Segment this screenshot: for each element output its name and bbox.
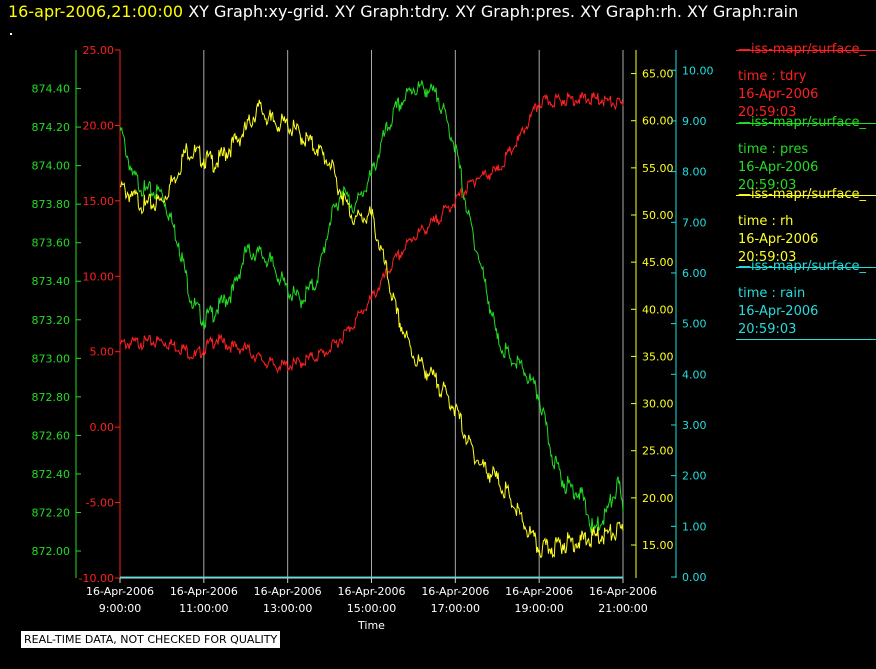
legend-time: 20:59:03 <box>738 322 797 337</box>
legend-separator <box>736 50 876 51</box>
tdry-tick-label: -10.00 <box>79 572 114 585</box>
legend-source: —iss-mapr/surface_ <box>738 115 867 130</box>
rh-tick-label: 40.00 <box>642 303 674 316</box>
rh-tick-label: 20.00 <box>642 492 674 505</box>
legend-date: 16-Apr-2006 <box>738 87 819 102</box>
legend-date: 16-Apr-2006 <box>738 232 819 247</box>
rain-tick-label: 7.00 <box>682 216 707 229</box>
legend-source: —iss-mapr/surface_ <box>738 259 867 274</box>
legend-separator <box>736 123 876 124</box>
x-tick-label-date: 16-Apr-2006 <box>421 585 489 598</box>
xy-chart: 874.40 874.20 874.00 873.80 873.60 873.40 873.… <box>32 44 714 632</box>
tdry-tick-label: 15.00 <box>83 195 115 208</box>
legend-time: 20:59:03 <box>738 178 797 193</box>
rain-tick-label: 8.00 <box>682 166 707 179</box>
x-axis-title: Time <box>357 619 385 632</box>
rh-tick-label: 15.00 <box>642 539 674 552</box>
pres-tick-label: 874.40 <box>32 83 71 96</box>
legend-source: —iss-mapr/surface_ <box>738 42 867 57</box>
tdry-tick-label: -5.00 <box>86 497 114 510</box>
rain-tick-label: 5.00 <box>682 318 707 331</box>
rh-tick-label: 35.00 <box>642 350 674 363</box>
tdry-tick-label: 0.00 <box>90 421 115 434</box>
tdry-tick-label: 25.00 <box>83 44 115 57</box>
pres-tick-label: 873.00 <box>32 352 71 365</box>
tdry-tick-label: 20.00 <box>83 119 115 132</box>
pres-series-line <box>119 80 624 533</box>
rh-tick-label: 50.00 <box>642 209 674 222</box>
quality-disclaimer: REAL-TIME DATA, NOT CHECKED FOR QUALITY <box>21 631 281 648</box>
x-tick-label-date: 16-Apr-2006 <box>254 585 322 598</box>
x-tick-label-time: 11:00:00 <box>179 602 228 615</box>
legend-separator <box>736 195 876 196</box>
x-tick-label-time: 19:00:00 <box>514 602 563 615</box>
pres-tick-label: 873.40 <box>32 275 71 288</box>
x-tick-label-date: 16-Apr-2006 <box>337 585 405 598</box>
x-tick-label-date: 16-Apr-2006 <box>505 585 573 598</box>
legend-separator <box>736 267 876 268</box>
rain-tick-label: 1.00 <box>682 520 707 533</box>
x-tick-label-date: 16-Apr-2006 <box>589 585 657 598</box>
rain-tick-label: 0.00 <box>682 571 707 584</box>
x-tick-label-time: 17:00:00 <box>431 602 480 615</box>
tdry-tick-label: 5.00 <box>90 346 115 359</box>
chart-title-bar: 16-apr-2006,21:00:00 XY Graph:xy-grid. X… <box>8 2 798 21</box>
title-timestamp: 16-apr-2006,21:00:00 <box>8 2 184 21</box>
x-tick-label-time: 9:00:00 <box>99 602 141 615</box>
legend-variable: time : rh <box>738 214 794 229</box>
x-tick-label-time: 15:00:00 <box>347 602 396 615</box>
x-tick-label-date: 16-Apr-2006 <box>170 585 238 598</box>
pres-tick-label: 873.60 <box>32 237 71 250</box>
pres-tick-label: 872.20 <box>32 506 71 519</box>
rh-series-line <box>120 99 624 559</box>
legend-separator <box>736 339 876 340</box>
pres-tick-label: 872.60 <box>32 429 71 442</box>
pres-tick-label: 873.20 <box>32 314 71 327</box>
pres-tick-label: 872.80 <box>32 391 71 404</box>
x-tick-label-time: 13:00:00 <box>263 602 312 615</box>
legend-source: —iss-mapr/surface_ <box>738 187 867 202</box>
rh-tick-label: 60.00 <box>642 115 674 128</box>
legend-variable: time : pres <box>738 142 809 157</box>
tdry-tick-label: 10.00 <box>83 270 115 283</box>
legend-variable: time : rain <box>738 286 806 301</box>
rh-tick-label: 45.00 <box>642 256 674 269</box>
tdry-series-line <box>119 92 624 374</box>
legend-date: 16-Apr-2006 <box>738 160 819 175</box>
x-tick-label-time: 21:00:00 <box>598 602 647 615</box>
pres-tick-label: 873.80 <box>32 198 71 211</box>
dot-mark <box>10 33 12 35</box>
rh-tick-label: 25.00 <box>642 445 674 458</box>
x-tick-label-date: 16-Apr-2006 <box>86 585 154 598</box>
legend-date: 16-Apr-2006 <box>738 304 819 319</box>
rh-tick-label: 55.00 <box>642 162 674 175</box>
legend-time: 20:59:03 <box>738 105 797 120</box>
rh-tick-label: 65.00 <box>642 68 674 81</box>
pres-tick-label: 874.20 <box>32 121 71 134</box>
rain-tick-label: 9.00 <box>682 115 707 128</box>
rain-tick-label: 3.00 <box>682 419 707 432</box>
pres-tick-label: 872.40 <box>32 468 71 481</box>
rh-tick-label: 30.00 <box>642 398 674 411</box>
legend-variable: time : tdry <box>738 69 807 84</box>
title-graphs: XY Graph:xy-grid. XY Graph:tdry. XY Grap… <box>188 2 799 21</box>
pres-tick-label: 872.00 <box>32 545 71 558</box>
rain-tick-label: 2.00 <box>682 470 707 483</box>
legend-time: 20:59:03 <box>738 250 797 265</box>
rain-tick-label: 6.00 <box>682 267 707 280</box>
rain-tick-label: 4.00 <box>682 368 707 381</box>
rain-tick-label: 10.00 <box>682 64 714 77</box>
pres-tick-label: 874.00 <box>32 160 71 173</box>
